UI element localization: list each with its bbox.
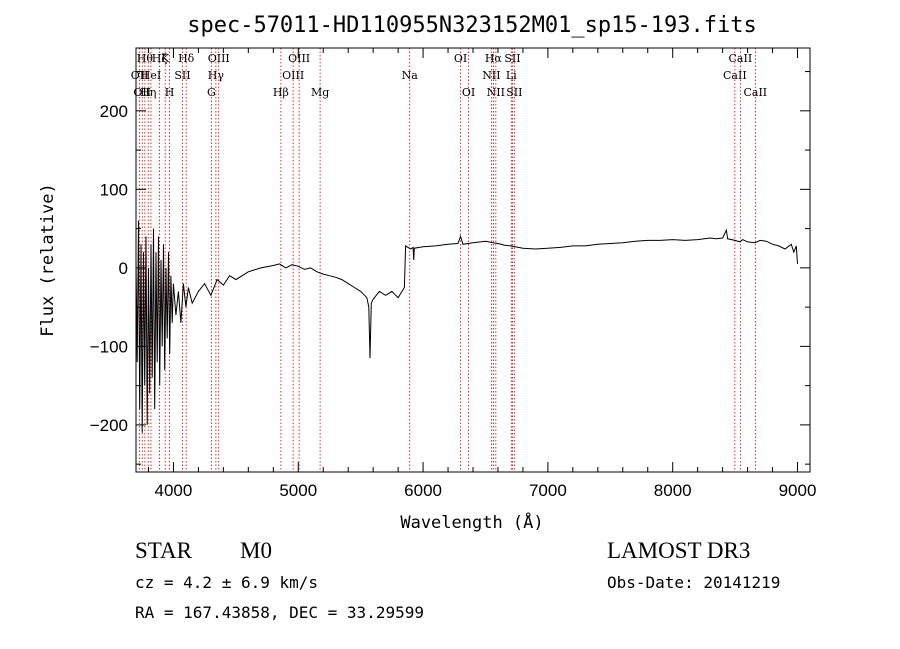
line-marker-label-2: Hθ bbox=[137, 52, 154, 65]
line-marker-label-10: G bbox=[207, 86, 216, 99]
x-tick-label-3: 7000 bbox=[529, 481, 567, 500]
line-marker-label-13: Hβ bbox=[273, 86, 289, 99]
line-marker-label-14: OIII bbox=[282, 69, 304, 82]
x-axis-ticks: 4000 5000 6000 7000 8000 9000 bbox=[147, 48, 817, 500]
line-marker-label-6: K bbox=[161, 52, 170, 65]
x-tick-label-1: 5000 bbox=[279, 481, 317, 500]
line-marker-label-12: OIII bbox=[208, 52, 230, 65]
flux-series-line bbox=[135, 220, 798, 433]
x-tick-label-0: 4000 bbox=[155, 481, 193, 500]
line-marker-label-5: Hζ bbox=[152, 52, 168, 65]
x-tick-label-4: 8000 bbox=[654, 481, 692, 500]
line-marker-label-27: CaII bbox=[729, 52, 753, 65]
line-marker-label-18: OI bbox=[454, 52, 467, 65]
x-tick-label-2: 6000 bbox=[404, 481, 442, 500]
line-marker-label-0: OII bbox=[131, 69, 149, 82]
line-marker-label-7: H bbox=[165, 86, 175, 99]
y-axis-ticks: −200 −100 0 100 200 bbox=[90, 71, 810, 465]
coordinates: RA = 167.43858, DEC = 33.29599 bbox=[135, 603, 424, 622]
observation-date: Obs-Date: 20141219 bbox=[607, 573, 781, 592]
line-marker-label-15: OIII bbox=[288, 52, 310, 65]
y-tick-label-3: 100 bbox=[100, 180, 128, 199]
line-marker-label-1: OII bbox=[133, 86, 151, 99]
line-marker-label-22: NII bbox=[487, 86, 505, 99]
y-tick-label-2: 0 bbox=[119, 259, 128, 278]
line-markers bbox=[139, 48, 756, 472]
y-axis-label: Flux (relative) bbox=[38, 183, 58, 337]
y-tick-label-0: −200 bbox=[90, 416, 128, 435]
y-tick-label-1: −100 bbox=[90, 337, 128, 356]
object-class: STAR bbox=[135, 538, 192, 563]
x-axis-label: Wavelength (Å) bbox=[400, 511, 543, 533]
line-marker-label-16: Mg bbox=[311, 86, 329, 99]
line-marker-label-8: SII bbox=[174, 69, 190, 82]
line-marker-label-19: OI bbox=[462, 86, 475, 99]
line-marker-labels: OII OII Hθ Hη HeI HζK H SII Hδ G Hγ OIII Hβ OIII OIII M… bbox=[131, 52, 767, 99]
line-marker-label-11: Hγ bbox=[208, 69, 225, 82]
line-marker-label-17: Na bbox=[402, 69, 419, 82]
line-marker-label-20: NII bbox=[482, 69, 500, 82]
y-tick-label-4: 200 bbox=[100, 102, 128, 121]
survey-name: LAMOST DR3 bbox=[607, 538, 751, 563]
redshift-velocity: cz = 4.2 ± 6.9 km/s bbox=[135, 573, 319, 592]
chart-title: spec-57011-HD110955N323152M01_sp15-193.f… bbox=[187, 13, 757, 38]
line-marker-label-4: HeI bbox=[141, 69, 161, 82]
line-marker-label-26: CaII bbox=[723, 69, 747, 82]
line-marker-label-24: SII bbox=[504, 52, 520, 65]
line-marker-label-23: Li bbox=[506, 69, 517, 82]
plot-frame bbox=[135, 47, 811, 473]
line-marker-label-9: Hδ bbox=[178, 52, 195, 65]
line-marker-label-25: SII bbox=[506, 86, 522, 99]
object-subclass: M0 bbox=[240, 538, 272, 563]
line-marker-label-3: Hη bbox=[140, 86, 156, 99]
x-tick-label-5: 9000 bbox=[779, 481, 817, 500]
line-marker-label-21: Hα bbox=[485, 52, 503, 65]
line-marker-label-28: CaII bbox=[743, 86, 767, 99]
